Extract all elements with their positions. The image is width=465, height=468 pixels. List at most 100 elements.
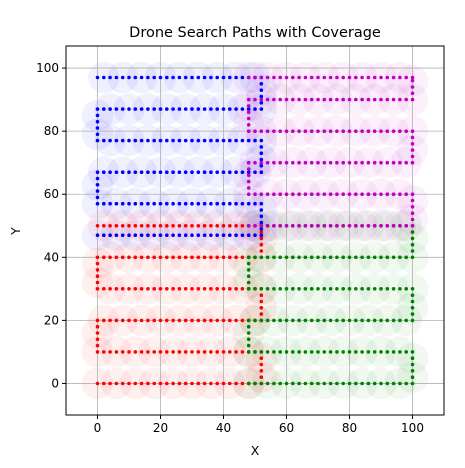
path-point xyxy=(114,107,119,111)
path-point xyxy=(391,97,396,102)
path-point xyxy=(253,107,257,111)
path-point xyxy=(404,255,409,260)
path-point xyxy=(215,224,219,228)
path-point xyxy=(404,97,409,102)
path-point xyxy=(202,138,207,143)
path-point xyxy=(215,255,219,260)
path-point xyxy=(303,160,308,165)
path-point xyxy=(177,224,182,228)
path-point xyxy=(410,369,415,373)
path-point xyxy=(171,138,175,143)
path-point xyxy=(209,381,213,386)
path-point xyxy=(404,381,409,386)
path-point xyxy=(127,318,131,323)
path-point xyxy=(215,201,219,206)
path-point xyxy=(398,287,402,291)
path-point xyxy=(102,138,106,143)
path-point xyxy=(259,208,264,212)
path-point xyxy=(335,160,339,165)
path-point xyxy=(95,170,100,174)
path-point xyxy=(246,343,251,348)
path-point xyxy=(246,287,251,291)
path-point xyxy=(347,224,352,228)
path-point xyxy=(240,255,245,260)
path-point xyxy=(391,224,396,228)
coverage-layer xyxy=(81,61,429,400)
path-point xyxy=(158,350,163,354)
path-point xyxy=(139,138,144,143)
path-point xyxy=(372,287,377,291)
y-tick-label: 80 xyxy=(44,124,59,138)
path-point xyxy=(190,170,194,174)
path-point xyxy=(284,75,289,80)
path-point xyxy=(133,107,138,111)
path-point xyxy=(177,107,182,111)
path-point xyxy=(120,350,125,354)
path-point xyxy=(228,318,232,323)
path-point xyxy=(215,107,219,111)
path-point xyxy=(265,224,270,228)
path-point xyxy=(228,107,232,111)
path-point xyxy=(259,97,264,102)
path-point xyxy=(385,224,390,228)
path-point xyxy=(183,350,188,354)
path-point xyxy=(246,116,251,121)
path-point xyxy=(133,287,138,291)
path-point xyxy=(309,318,314,323)
path-point xyxy=(322,381,327,386)
path-point xyxy=(354,75,358,80)
path-point xyxy=(177,138,182,143)
path-point xyxy=(410,236,415,241)
path-point xyxy=(379,97,383,102)
path-point xyxy=(335,287,339,291)
path-point xyxy=(259,227,264,231)
path-point xyxy=(139,255,144,260)
path-point xyxy=(171,287,175,291)
path-point xyxy=(404,160,409,165)
path-point xyxy=(291,224,295,228)
path-point xyxy=(391,75,396,80)
path-point xyxy=(272,97,276,102)
path-point xyxy=(354,160,358,165)
path-point xyxy=(127,75,131,80)
path-point xyxy=(152,224,156,228)
path-point xyxy=(228,201,232,206)
path-point xyxy=(291,75,295,80)
path-point xyxy=(127,287,131,291)
path-point xyxy=(95,189,100,193)
path-point xyxy=(221,381,226,386)
path-point xyxy=(95,255,100,260)
path-point xyxy=(95,201,100,206)
path-point xyxy=(120,138,125,143)
path-point xyxy=(152,170,156,174)
path-point xyxy=(133,350,138,354)
path-point xyxy=(253,350,257,354)
path-point xyxy=(146,350,150,354)
path-point xyxy=(385,255,390,260)
path-point xyxy=(366,224,371,228)
path-point xyxy=(158,107,163,111)
path-point xyxy=(190,381,194,386)
path-point xyxy=(309,224,314,228)
y-axis-label: Y xyxy=(8,227,23,236)
path-point xyxy=(202,255,207,260)
path-point xyxy=(309,287,314,291)
path-point xyxy=(265,160,270,165)
path-point xyxy=(354,381,358,386)
path-point xyxy=(196,201,201,206)
path-point xyxy=(316,160,320,165)
path-point xyxy=(309,350,314,354)
path-point xyxy=(190,138,194,143)
path-point xyxy=(291,318,295,323)
path-point xyxy=(108,138,112,143)
path-point xyxy=(108,255,112,260)
path-point xyxy=(291,255,295,260)
path-point xyxy=(171,75,175,80)
path-point xyxy=(322,224,327,228)
path-point xyxy=(196,107,201,111)
path-point xyxy=(278,318,283,323)
path-point xyxy=(209,201,213,206)
path-point xyxy=(284,350,289,354)
path-point xyxy=(146,233,150,237)
path-point xyxy=(372,160,377,165)
